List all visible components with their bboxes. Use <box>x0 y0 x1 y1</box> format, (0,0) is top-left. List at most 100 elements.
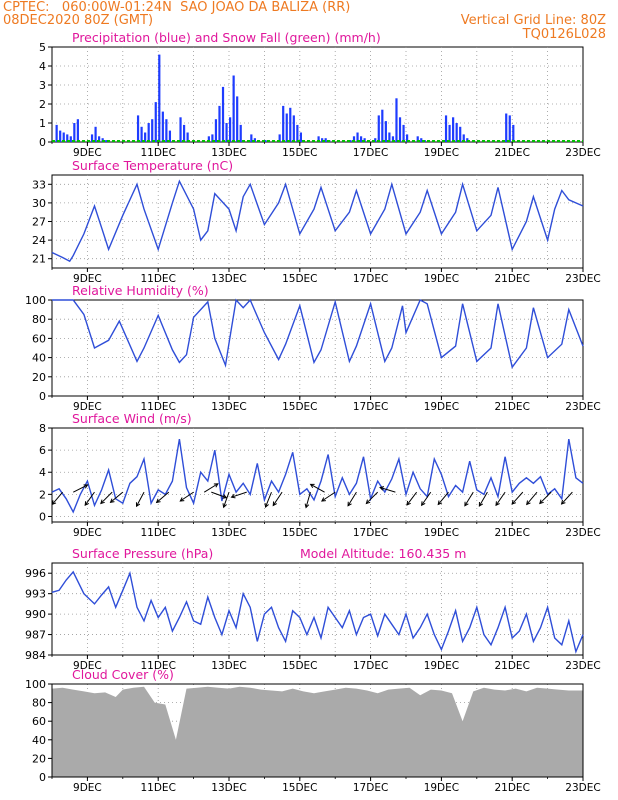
precip-bar <box>232 75 235 142</box>
precip-bar <box>444 115 448 142</box>
precip-bar <box>377 115 380 142</box>
wind-arrow-head <box>84 501 89 507</box>
wind-arrow-head <box>135 502 141 508</box>
precip-bar <box>73 123 76 142</box>
y-tick-label: 0 <box>39 136 46 149</box>
y-tick-label: 100 <box>25 294 46 307</box>
wind-arrow-head <box>222 494 228 499</box>
panel-title: Surface Wind (m/s) <box>72 411 192 426</box>
x-tick-label: 15DEC <box>282 782 317 794</box>
precip-bar <box>186 132 189 142</box>
wind-arrow <box>305 492 311 508</box>
wind-arrow <box>211 491 227 499</box>
x-tick-label: 17DEC <box>353 527 388 539</box>
wind-arrow <box>379 486 396 493</box>
wind-arrow <box>526 491 538 505</box>
precip-bar <box>151 119 154 142</box>
x-tick-label: 11DEC <box>140 273 175 285</box>
y-tick-label: 0 <box>39 771 46 784</box>
plot-frame <box>51 427 584 523</box>
wind-arrow <box>347 491 357 507</box>
y-tick-label: 20 <box>32 752 46 765</box>
precip-bar <box>459 126 462 142</box>
wind-arrow-head <box>406 500 411 506</box>
wind-arrow <box>136 491 145 507</box>
wind-arrow-head <box>213 483 219 488</box>
wind-arrow <box>464 491 474 507</box>
x-tick-label: 21DEC <box>494 147 529 159</box>
x-tick-label: 21DEC <box>494 273 529 285</box>
panel-title: Precipitation (blue) and Snow Fall (gree… <box>72 30 381 45</box>
panel-precip: 9DEC 11DEC 13DEC 15DEC 17DEC 19DEC 21DEC 23DEC 0… <box>39 30 601 159</box>
precip-bar <box>349 140 352 142</box>
wind-arrow-head <box>264 502 269 508</box>
precip-bar <box>158 54 161 142</box>
wind-arrow <box>231 491 247 498</box>
precip-bar <box>505 113 508 142</box>
y-tick-label: 0 <box>39 510 46 523</box>
precip-bar <box>278 134 281 142</box>
header-line3-right: TQ0126L028 <box>522 27 606 42</box>
x-tick-label: 17DEC <box>353 782 388 794</box>
wind-arrow <box>265 491 272 508</box>
wind-arrow <box>51 491 64 505</box>
precip-bar <box>105 140 108 142</box>
precip-bar <box>391 136 395 142</box>
y-tick-label: 984 <box>25 649 46 662</box>
y-tick-label: 996 <box>25 567 46 580</box>
x-tick-label: 17DEC <box>353 273 388 285</box>
wind-arrow <box>84 491 95 506</box>
x-tick-label: 23DEC <box>565 147 600 159</box>
precip-bar <box>94 126 97 142</box>
precip-bar <box>66 134 69 142</box>
precip-bar <box>136 115 140 142</box>
wind-arrow-head <box>309 483 315 489</box>
precip-bar <box>182 124 186 142</box>
precip-bar <box>455 123 458 142</box>
header-line2-right: Vertical Grid Line: 80Z <box>460 13 606 28</box>
wind-arrow <box>478 491 488 507</box>
precip-bar <box>207 136 210 142</box>
panel-title: Surface Temperature (nC) <box>72 158 233 173</box>
wind-arrow <box>321 491 336 502</box>
x-tick-label: 23DEC <box>565 782 600 794</box>
x-tick-label: 11DEC <box>140 527 175 539</box>
precip-bar <box>211 134 214 142</box>
x-tick-label: 13DEC <box>211 401 246 413</box>
x-tick-label: 17DEC <box>353 147 388 159</box>
precip-bar <box>282 105 285 142</box>
wind-arrow-head <box>526 500 531 506</box>
y-tick-label: 6 <box>39 444 46 457</box>
wind-arrow <box>203 483 219 493</box>
y-tick-label: 100 <box>25 678 46 691</box>
x-tick-label: 23DEC <box>565 527 600 539</box>
plot-frame <box>51 299 584 397</box>
precip-bar <box>398 117 402 142</box>
precip-bar <box>296 124 299 142</box>
y-tick-label: 5 <box>39 41 46 54</box>
plot-frame <box>51 174 584 269</box>
precip-bar <box>352 136 356 142</box>
precip-bar <box>55 124 58 142</box>
precip-bar <box>359 136 363 142</box>
x-tick-label: 13DEC <box>211 273 246 285</box>
wind-arrow <box>110 491 124 503</box>
header-line1: CPTEC: 060:00W-01:24N SAO JOAO DA BALIZA… <box>3 0 351 15</box>
y-tick-label: 987 <box>25 629 46 642</box>
x-tick-label: 21DEC <box>494 401 529 413</box>
wind-arrow-head <box>478 501 484 507</box>
wind-arrow-head <box>100 499 105 505</box>
x-tick-label: 19DEC <box>424 660 459 672</box>
precip-bar <box>285 113 288 142</box>
wind-arrow-head <box>365 499 371 505</box>
y-tick-label: 27 <box>32 216 46 229</box>
x-tick-label: 11DEC <box>140 782 175 794</box>
y-tick-label: 60 <box>32 332 46 345</box>
x-tick-label: 15DEC <box>282 660 317 672</box>
panel-rh: 9DEC 11DEC 13DEC 15DEC 17DEC 19DEC 21DEC 23DEC 0… <box>25 283 601 413</box>
precip-bar <box>218 105 221 142</box>
x-tick-label: 19DEC <box>424 782 459 794</box>
x-tick-label: 11DEC <box>140 660 175 672</box>
precip-bar <box>225 123 228 142</box>
wind-arrow-head <box>347 501 352 507</box>
